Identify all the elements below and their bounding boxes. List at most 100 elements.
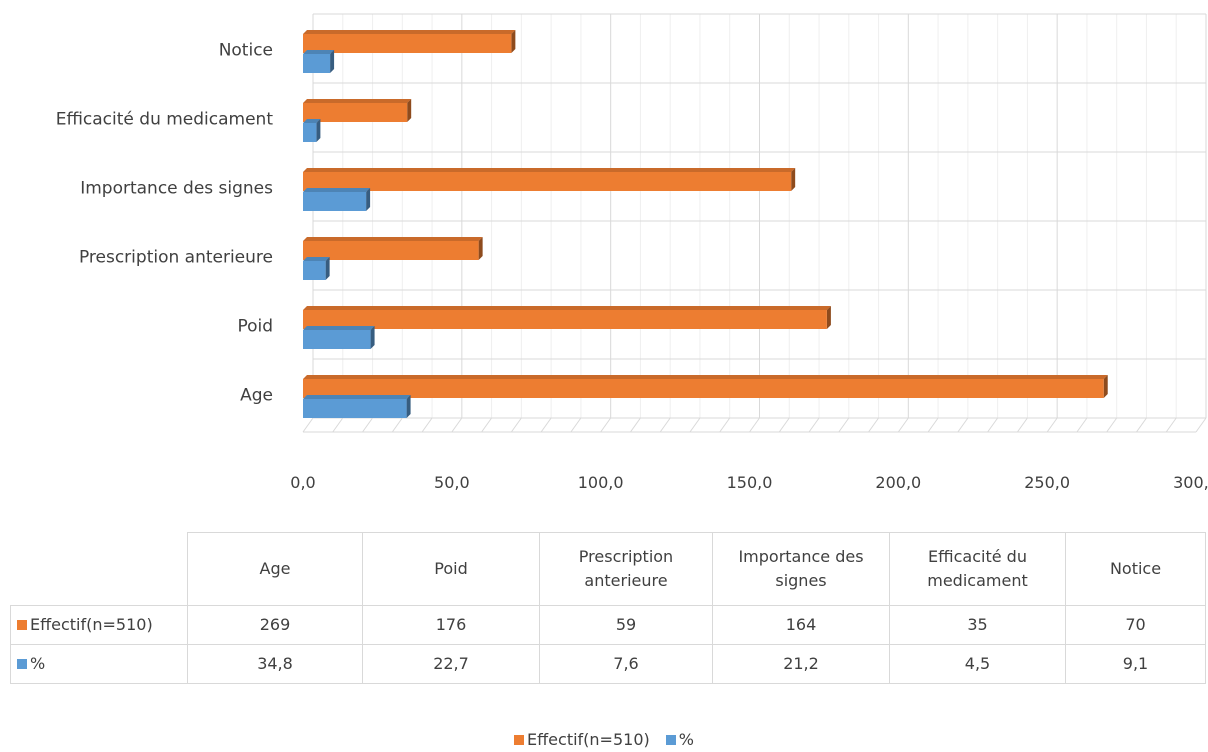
bar-top-face [303,326,375,330]
x-tick-label: 150,0 [727,473,773,492]
bar-chart: Notice Efficacité du medicament Importance… [56,13,1208,492]
floor-gridline [391,417,403,433]
table-header-notice: Notice [1065,532,1206,606]
bar-top-face [303,168,796,172]
x-tick-label: 250,0 [1024,473,1070,492]
table-row-percent: % 34,8 22,7 7,6 21,2 4,5 9,1 [10,644,1206,684]
floor-gridline [1046,417,1058,433]
table-row-label: % [10,644,188,684]
table-header-row: Age Poid Prescription anterieure Importance … [10,532,1206,606]
floor-gridline [778,417,790,433]
x-tick-label: 50,0 [434,473,470,492]
floor-gridline [689,417,701,433]
floor-gridline [1195,417,1207,433]
category-label-age: Age [240,386,273,406]
bar-top-face [303,395,411,399]
bar-top-face [303,30,516,34]
floor-gridline [1106,417,1118,433]
bar-age-effectif [303,375,1108,398]
bar-top-face [303,188,371,192]
floor-gridline [600,417,612,433]
bar-efficacit-du-medicament-effectif [303,99,412,122]
chart-bars [303,30,1108,418]
table-value-cell: 176 [362,605,540,645]
bar-side-face [1103,375,1108,398]
table-value-cell: 34,8 [187,644,363,684]
bar-side-face [316,119,321,142]
bar-notice-percent [303,50,335,73]
table-header-prescription-anterieure: Prescription anterieure [539,532,713,606]
legend-label: % [678,730,694,749]
floor-gridline [481,417,493,433]
floor-gridline [570,417,582,433]
legend-item-effectif: Effectif(n=510) [514,730,650,749]
bar-side-face [406,395,411,418]
table-row-label: Effectif(n=510) [10,605,188,645]
floor-gridline [451,417,463,433]
category-label-notice: Notice [219,41,273,61]
floor-gridline [838,417,850,433]
category-label-prescription-anterieure: Prescription anterieure [79,248,273,268]
floor-gridline [808,417,820,433]
legend-swatch [17,620,27,630]
bar-top-face [303,257,330,261]
floor-gridline [987,417,999,433]
bar-side-face [478,237,483,260]
floor-gridline [630,417,641,433]
x-tick-label: 100,0 [578,473,624,492]
bar-side-face [325,257,330,280]
x-tick-label: 300,0 [1173,473,1208,492]
table-header-efficacit-du-medicament: Efficacité du medicament [889,532,1066,606]
bar-top-face [303,237,483,241]
table-row-effectif: Effectif(n=510) 269 176 59 164 35 70 [10,605,1206,645]
legend-item-percent: % [665,730,694,749]
category-axis: Notice Efficacité du medicament Importance… [56,41,274,406]
legend-swatch [665,735,676,745]
bar-side-face [511,30,516,53]
table-value-cell: 269 [187,605,363,645]
bar-front-face [303,192,367,211]
bar-notice-effectif [303,30,516,53]
bar-front-face [303,241,479,260]
bar-poid-effectif [303,306,831,329]
bar-front-face [303,399,407,418]
table-value-cell: 22,7 [362,644,540,684]
table-value-cell: 21,2 [712,644,890,684]
table-value-cell: 35 [889,605,1066,645]
value-axis: 0,0 50,0 100,0 150,0 200,0 250,0 300,0 [290,473,1208,492]
bar-top-face [303,375,1108,379]
bar-top-face [303,99,412,103]
bar-front-face [303,379,1104,398]
floor-gridline [302,417,314,433]
chart-legend: Effectif(n=510)% [0,730,1208,749]
category-label-importance-des-signes: Importance des signes [80,179,273,199]
bar-top-face [303,50,335,54]
floor-gridline [1076,417,1088,433]
table-header-poid: Poid [362,532,540,606]
floor-gridline [957,417,969,433]
floor-gridline [1165,417,1177,433]
data-table: Age Poid Prescription anterieure Importance … [10,532,1206,684]
table-value-cell: 59 [539,605,713,645]
floor-gridline [362,417,373,433]
table-value-cell: 4,5 [889,644,1066,684]
bar-front-face [303,34,512,53]
bar-side-face [791,168,796,191]
bar-front-face [303,103,408,122]
floor-gridline [1136,417,1147,433]
floor-gridline [332,417,344,433]
table-value-cell: 9,1 [1065,644,1206,684]
bar-front-face [303,54,331,73]
legend-swatch [17,659,27,669]
bar-top-face [303,119,321,123]
bar-efficacit-du-medicament-percent [303,119,321,142]
bar-side-face [826,306,831,329]
category-label-efficacit-du-medicament: Efficacité du medicament [56,110,274,130]
bar-front-face [303,123,317,142]
table-value-cell: 164 [712,605,890,645]
table-header-age: Age [187,532,363,606]
table-value-cell: 70 [1065,605,1206,645]
bar-poid-percent [303,326,375,349]
bar-prescription-anterieure-percent [303,257,330,280]
floor-gridline [749,417,760,433]
